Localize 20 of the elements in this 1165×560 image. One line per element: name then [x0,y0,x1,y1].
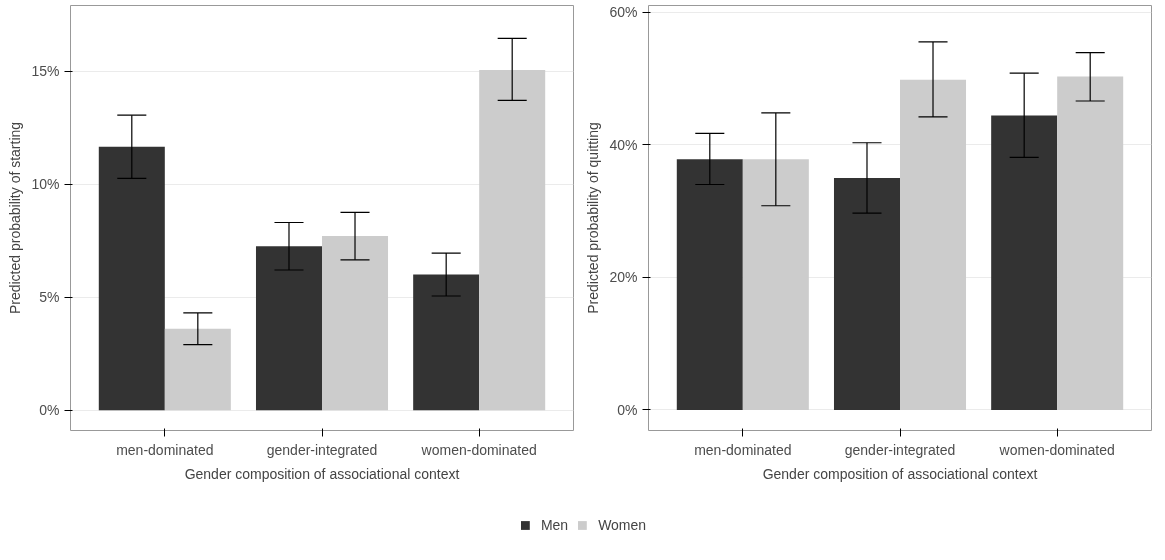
y-tick-label: 0% [39,402,60,419]
x-axis-title: Gender composition of associational context [762,465,1038,482]
y-axis-title: Predicted probability of quitting [585,122,602,314]
y-tick-label: 60% [609,4,638,21]
legend-label: Women [598,517,647,533]
x-tick-label: women-dominated [998,441,1115,458]
x-axis-title: Gender composition of associational context [184,465,460,482]
y-tick-label: 20% [609,269,638,286]
y-tick-label: 40% [609,136,638,153]
x-tick-label: gender-integrated [266,441,378,458]
legend-label: Men [540,517,569,533]
x-tick-label: men-dominated [116,441,214,458]
y-tick-label: 0% [617,401,638,418]
y-tick-label: 15% [31,63,60,80]
y-tick-label: 10% [31,176,60,193]
y-axis-title: Predicted probability of starting [7,121,24,315]
x-tick-label: men-dominated [694,441,792,458]
x-tick-label: gender-integrated [844,441,956,458]
y-tick-label: 5% [39,289,60,306]
x-tick-label: women-dominated [420,441,537,458]
